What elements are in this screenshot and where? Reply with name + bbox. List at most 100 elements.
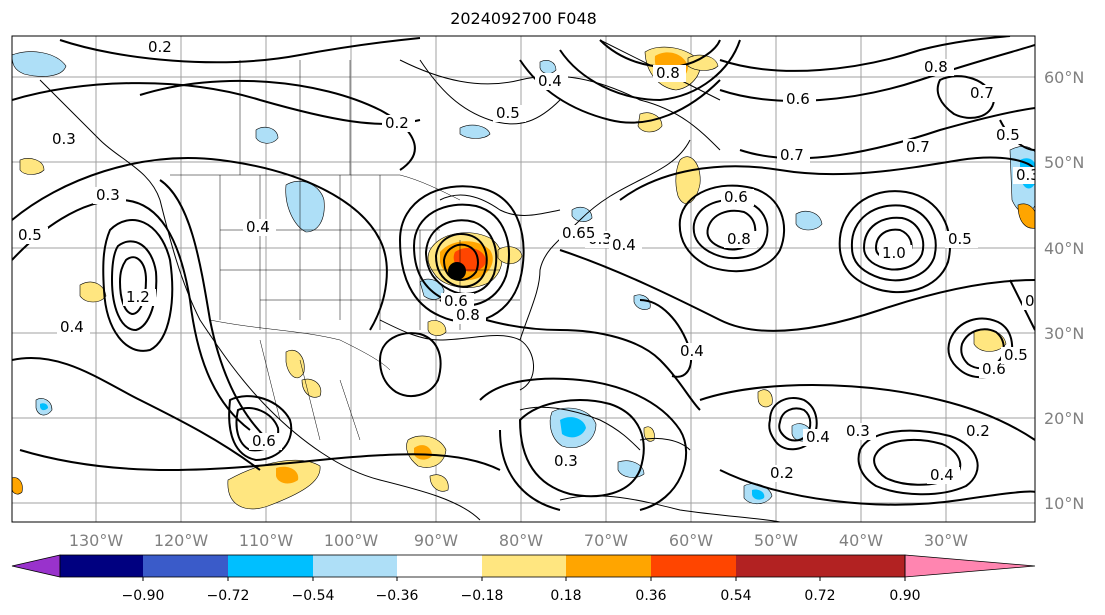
contour-label-bg (382, 115, 415, 132)
contour-low-2 (412, 203, 510, 307)
border-us-mexico (209, 319, 391, 371)
longitude-tick-label: 130°W (69, 531, 124, 550)
coast-hudson (419, 59, 561, 125)
longitude-tick-label: 80°W (499, 531, 543, 550)
shade-positive-carib-e (643, 426, 655, 442)
colorbar-tick-label: −0.54 (292, 588, 335, 604)
contour-label: 0.2 (770, 464, 794, 482)
contour-label: 0.4 (60, 318, 84, 336)
shade-positive-ne (687, 54, 719, 71)
contour-label: 0.5 (18, 226, 42, 244)
colorbar-segment (651, 555, 736, 577)
contour-ne-7 (936, 75, 996, 119)
contour-label-bg (783, 91, 816, 108)
colorbar: −0.90 −0.72 −0.54 −0.36 −0.18 0.18 0.36 0.54 0.7… (11, 554, 1036, 604)
colorbar-segment (820, 555, 905, 577)
shade-positive-gulf-coast (427, 320, 447, 336)
colorbar-segment (566, 555, 651, 577)
contour-1 (59, 37, 421, 64)
colorbar-extend-low (11, 554, 61, 578)
contour-label-bg (453, 307, 486, 324)
contour-label-bg (535, 73, 568, 90)
contour-label: 0.2 (385, 114, 409, 132)
contour-label-bg (1022, 293, 1035, 310)
colorbar-tick-label: −0.18 (461, 588, 504, 604)
contour-label: 0.5 (1004, 346, 1028, 364)
contour-label: 0.8 (456, 306, 480, 324)
coast-west-na (39, 79, 481, 521)
contour-label: 0.3 (1016, 166, 1040, 184)
colorbar-extend-high (904, 554, 1036, 578)
contour-2 (12, 82, 421, 125)
shade-positive-pacific-1 (79, 281, 107, 303)
contour-ne-5 (719, 36, 1011, 72)
contour-atl-9 (559, 249, 1035, 332)
colorbar-tick-label: −0.72 (207, 588, 250, 604)
shade-negative-quebec (539, 60, 557, 74)
longitude-tick-label: 110°W (239, 531, 294, 550)
contour-label: 0.6 (724, 188, 748, 206)
contour-label-bg (979, 361, 1012, 378)
shade-positive-west-af (12, 477, 23, 495)
contour-label: 0.7 (780, 146, 804, 164)
coast-south-am (559, 495, 781, 522)
shade-negative-cuba-inner (560, 417, 586, 438)
contour-13 (12, 357, 261, 471)
map-frame (11, 35, 1036, 523)
contour-label-bg (441, 293, 474, 310)
contour-6 (102, 219, 174, 352)
contour-label-bg (721, 189, 754, 206)
coast-hispaniola (639, 437, 691, 451)
contour-8 (118, 256, 148, 316)
contour-12 (19, 449, 501, 471)
contour-label: 0.4 (806, 428, 830, 446)
shade-positive-cen-am-inner (414, 445, 432, 460)
contour-label: 0.2 (966, 422, 990, 440)
colorbar-tick-label: 0.18 (550, 588, 581, 604)
shade-negative-atl-3 (633, 294, 651, 310)
shade-positive-mex-1 (285, 350, 305, 379)
shade-positive-honduras (429, 474, 449, 492)
shade-positive-sw-pac-inner (276, 466, 299, 484)
colorbar-tick-label: 0.90 (889, 588, 920, 604)
border-mex-states (259, 339, 361, 441)
longitude-tick-label: 100°W (324, 531, 379, 550)
contour-label: 0.5 (996, 126, 1020, 144)
contour-low-3 (424, 219, 498, 295)
contour-label-bg (1013, 167, 1035, 184)
longitude-tick-label: 70°W (584, 531, 628, 550)
contour-sub-10 (518, 399, 645, 498)
latitude-ticks: 60°N 50°N 40°N 30°N 20°N 10°N (1044, 68, 1084, 513)
colorbar-tick-label: −0.36 (376, 588, 419, 604)
contour-label-bg (927, 467, 960, 484)
latitude-tick-label: 40°N (1044, 239, 1084, 258)
shade-positive-mex-2 (301, 378, 322, 398)
contour-label: 0.3 (846, 422, 870, 440)
contour-label: 0.5 (948, 230, 972, 248)
coast-east-na (519, 139, 691, 341)
contour-low-1 (398, 185, 525, 323)
longitude-tick-label: 120°W (154, 531, 209, 550)
contour-sub-12 (378, 332, 442, 397)
contour-label-group: 0.20.20.50.4 0.80.60.60.80.30.80.70.70.50… (15, 38, 1049, 484)
contour-label-bg (724, 231, 757, 248)
border-us-canada (170, 174, 461, 201)
contour-label: 0.5 (496, 104, 520, 122)
colorbar-segment (60, 555, 143, 577)
contour-label: 0.4 (1025, 292, 1049, 310)
contour-label: 0.4 (612, 236, 636, 254)
colorbar-tick-label: 0.72 (804, 588, 835, 604)
longitude-tick-label: 60°W (669, 531, 713, 550)
shade-positive-gulf (637, 112, 663, 133)
contour-label-bg (963, 423, 996, 440)
contour-atl-5 (850, 204, 937, 282)
contour-label-bg (767, 465, 800, 482)
longitude-tick-label: 50°W (754, 531, 798, 550)
longitude-tick-label: 30°W (924, 531, 968, 550)
colorbar-segment (482, 555, 566, 577)
contour-label-bg (15, 227, 48, 244)
contour-label-bg (145, 39, 178, 56)
contour-label: 0.6 (252, 432, 276, 450)
contour-label: 0.3 (554, 452, 578, 470)
contour-label: 0.8 (924, 58, 948, 76)
